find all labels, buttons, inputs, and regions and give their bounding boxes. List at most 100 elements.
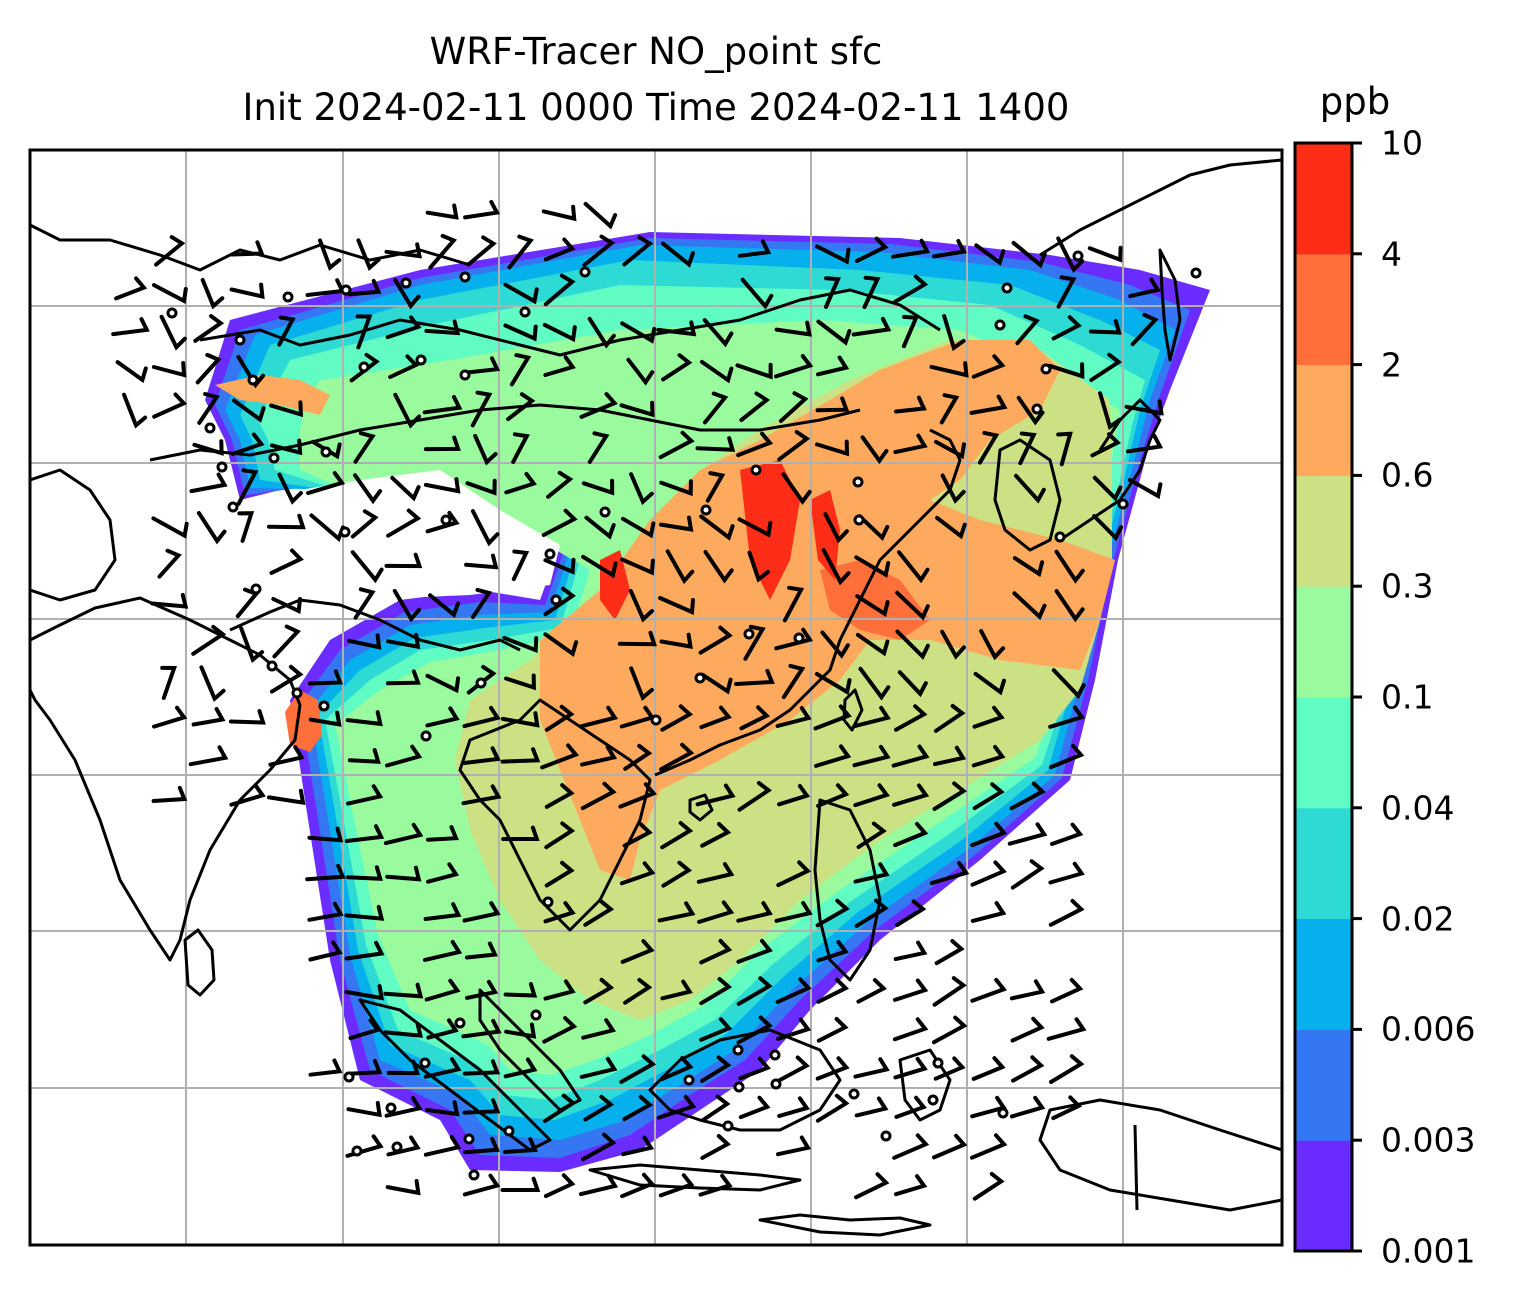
wind-barb xyxy=(851,316,892,337)
wind-barb xyxy=(461,1018,502,1039)
sakhalin xyxy=(1158,248,1182,362)
wind-barb xyxy=(308,940,343,962)
wind-barb xyxy=(814,672,852,696)
wind-barb xyxy=(1050,977,1084,1004)
wind-barb xyxy=(901,314,920,349)
wind-barb xyxy=(1130,312,1159,347)
colorbar-band xyxy=(1295,143,1352,255)
wind-barb xyxy=(503,1057,538,1079)
china-north-border xyxy=(149,403,861,462)
wind-barb xyxy=(200,278,225,310)
wind-barb xyxy=(695,436,736,452)
map-title-line1: WRF-Tracer NO_point sfc xyxy=(429,30,883,73)
wind-barb xyxy=(543,632,579,657)
wind-barb xyxy=(115,360,148,384)
wind-barb xyxy=(157,548,182,579)
wind-barb xyxy=(618,782,657,809)
calm-wind-circle xyxy=(683,1074,695,1086)
wind-barb xyxy=(659,1056,694,1082)
wind-barb xyxy=(383,1022,423,1038)
wind-barb xyxy=(390,475,421,502)
wind-barb xyxy=(894,395,927,414)
colorbar-tick-label: 0.006 xyxy=(1381,1009,1476,1049)
wind-barb xyxy=(1012,556,1045,578)
wind-barb xyxy=(230,432,265,456)
wind-barb xyxy=(699,514,735,541)
wind-barb xyxy=(462,1098,501,1115)
wind-barb xyxy=(1011,1055,1045,1083)
wind-barb xyxy=(424,319,461,336)
calm-wind-circle xyxy=(743,628,755,640)
wind-barb xyxy=(1054,589,1085,623)
calm-wind-circle xyxy=(853,514,865,526)
colorbar-tick-label: 0.3 xyxy=(1381,566,1434,606)
wind-barb xyxy=(970,821,1008,848)
wind-barb xyxy=(344,940,385,961)
wind-barb xyxy=(541,508,578,537)
wind-barb xyxy=(737,517,773,538)
calm-wind-circle xyxy=(351,1145,363,1157)
calm-wind-circle xyxy=(268,452,280,464)
wind-barb xyxy=(893,940,928,962)
wind-barb xyxy=(1050,822,1084,846)
wind-barb xyxy=(347,633,382,650)
wind-barb xyxy=(933,1056,966,1081)
wind-barb xyxy=(622,822,653,848)
calm-wind-circle xyxy=(544,548,556,560)
wind-barb xyxy=(781,663,806,700)
wind-barb xyxy=(393,278,421,310)
wind-barb xyxy=(543,557,576,575)
indochina-coast xyxy=(458,698,652,932)
wind-barb xyxy=(385,865,422,882)
wind-barb xyxy=(1049,1054,1085,1084)
wind-barb xyxy=(893,821,929,848)
wind-barb xyxy=(892,1017,929,1042)
wind-barb xyxy=(1056,275,1077,309)
wind-barb xyxy=(152,283,188,304)
wind-barb xyxy=(660,821,694,850)
wind-barb xyxy=(895,590,930,621)
colorbar-tick-label: 10 xyxy=(1381,123,1423,163)
wind-barb xyxy=(774,320,812,337)
calm-wind-circle xyxy=(579,266,591,278)
wind-barb xyxy=(661,860,693,888)
wind-barb xyxy=(151,785,188,803)
wind-barb xyxy=(737,781,772,812)
colorbar-unit-label: ppb xyxy=(1319,80,1391,123)
wind-barb xyxy=(425,1100,460,1117)
wind-barb xyxy=(854,555,891,578)
wind-barb xyxy=(777,1096,810,1118)
wind-barb xyxy=(1127,478,1163,500)
wind-barb xyxy=(1051,668,1086,700)
wind-barb xyxy=(815,244,851,265)
wind-barb xyxy=(152,392,188,419)
wind-barb xyxy=(199,665,226,703)
wind-barb xyxy=(940,629,966,660)
wind-barb xyxy=(540,743,580,770)
wind-barb xyxy=(1007,822,1048,846)
wind-barb xyxy=(470,509,500,547)
colorbar-tick-label: 0.02 xyxy=(1381,899,1455,939)
wind-barb xyxy=(824,276,841,309)
wind-barb xyxy=(1014,473,1046,504)
wind-barb xyxy=(816,319,852,346)
wind-barb xyxy=(500,747,541,764)
wind-barb xyxy=(587,431,610,464)
wind-barb xyxy=(1010,859,1045,890)
wind-barb xyxy=(543,979,576,1001)
wind-barb xyxy=(1124,399,1164,416)
wind-barb xyxy=(307,901,344,922)
colorbar-band xyxy=(1295,1140,1352,1252)
wind-barb xyxy=(776,1017,812,1041)
wind-barb xyxy=(277,315,296,347)
wind-barb xyxy=(971,354,1006,379)
wind-barb xyxy=(385,315,422,340)
wind-barb xyxy=(583,899,615,927)
wind-barb xyxy=(776,860,812,888)
wind-barb xyxy=(942,314,966,352)
calm-wind-circle xyxy=(250,583,262,595)
wind-barb xyxy=(857,514,890,542)
wind-barb xyxy=(393,392,422,429)
wind-barb xyxy=(581,554,618,579)
wind-barb xyxy=(1128,277,1161,299)
